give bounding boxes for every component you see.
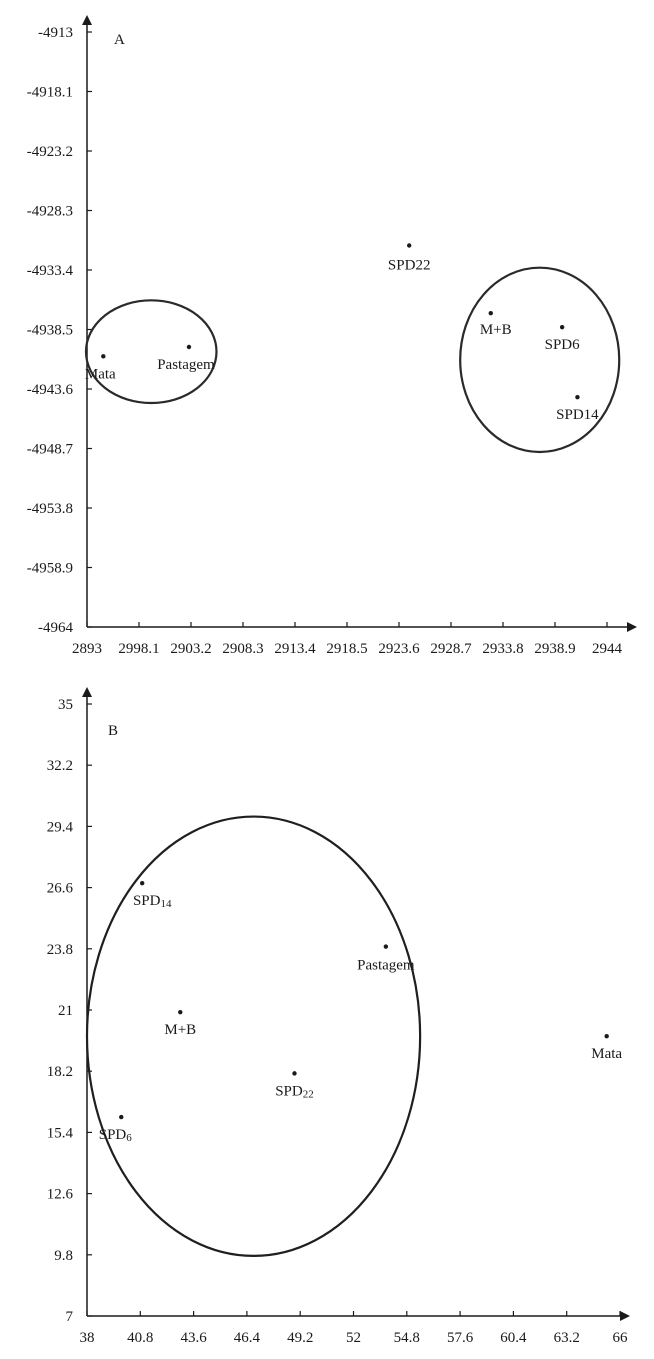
y-tick-label: 32.2 [47,758,73,774]
x-tick-label: 2928.7 [430,641,472,657]
data-point [575,394,580,400]
y-tick-label: -4928.3 [27,204,73,220]
y-tick-label: 9.8 [54,1248,73,1264]
data-label-subscript: 22 [303,1088,314,1100]
scatter-panel-a: -4913 -4918.1 -4923.2 -4928.3 -4933.4 -4938.5… [27,15,637,657]
data-label: SPD6 [99,1127,133,1144]
x-tick-label: 2933.8 [482,641,523,657]
x-tick-label: 2998.1 [118,641,159,657]
y-tick-label: -4913 [38,25,73,41]
x-tick-label: 46.4 [234,1330,261,1346]
data-label: SPD14 [556,407,599,423]
panel-label-b: B [108,723,118,739]
y-tick-label: 26.6 [47,881,74,897]
x-tick-label: 2918.5 [326,641,367,657]
y-tick-label: 18.2 [47,1064,73,1080]
data-label: SPD6 [545,337,581,353]
data-point [140,881,145,886]
data-point [101,354,106,359]
y-tick-label: 15.4 [47,1125,74,1141]
group-ellipse [84,299,218,405]
y-tick-label: 35 [58,697,73,713]
y-tick-label: -4964 [38,620,73,636]
y-tick-label: -4948.7 [27,442,74,458]
x-tick-label: 57.6 [447,1330,474,1346]
data-point [604,1034,609,1039]
data-label: SPD14 [133,893,172,910]
data-label-subscript: 14 [160,898,172,910]
x-tick-label: 52 [346,1330,361,1346]
y-tick-label: 12.6 [47,1187,74,1203]
scatter-panel-b: 35 32.2 29.4 26.6 23.8 21 18.2 15.4 12.6 9.8 7 38 40… [47,687,630,1346]
data-label: Mata [591,1046,622,1062]
group-ellipse [459,266,621,454]
y-tick-label: -4938.5 [27,323,73,339]
y-tick-label: -4943.6 [27,382,74,398]
y-tick-label: 7 [66,1309,74,1325]
x-tick-label: 38 [80,1330,95,1346]
x-tick-label: 2923.6 [378,641,420,657]
x-tick-label: 2938.9 [534,641,575,657]
group-ellipse [85,815,422,1257]
x-tick-label: 60.4 [500,1330,527,1346]
x-tick-label: 63.2 [554,1330,580,1346]
x-tick-label: 66 [613,1330,629,1346]
x-tick-label: 2908.3 [222,641,263,657]
data-point [559,324,565,330]
data-point [383,944,389,949]
data-label: M+B [480,322,512,338]
x-tick-label: 43.6 [180,1330,207,1346]
data-label-subscript: 6 [126,1132,132,1144]
x-tick-label: 2903.2 [170,641,211,657]
y-tick-label: -4918.1 [27,85,73,101]
x-tick-label: 2893 [72,641,102,657]
data-point [488,310,493,316]
data-label: Pastagem [157,357,215,373]
x-tick-label: 49.2 [287,1330,313,1346]
y-tick-label: -4958.9 [27,561,73,577]
data-point [178,1009,183,1015]
y-tick-label: -4923.2 [27,144,73,160]
x-tick-label: 40.8 [127,1330,153,1346]
x-tick-label: 2944 [592,641,623,657]
data-point [119,1114,124,1120]
y-tick-label: 21 [58,1003,73,1019]
y-tick-label: 23.8 [47,942,73,958]
data-point [406,243,412,248]
data-point [186,344,192,350]
panel-label-a: A [114,32,125,48]
data-label: Mata [85,366,116,382]
x-tick-label: 2913.4 [274,641,316,657]
data-label: SPD22 [388,258,431,274]
data-label: Pastagem [357,958,415,974]
data-label: SPD22 [275,1083,314,1100]
data-label: M+B [164,1022,196,1038]
y-tick-label: 29.4 [47,819,74,835]
y-tick-label: -4933.4 [27,263,74,279]
x-tick-label: 54.8 [394,1330,420,1346]
data-point [292,1071,297,1076]
y-tick-label: -4953.8 [27,501,73,517]
